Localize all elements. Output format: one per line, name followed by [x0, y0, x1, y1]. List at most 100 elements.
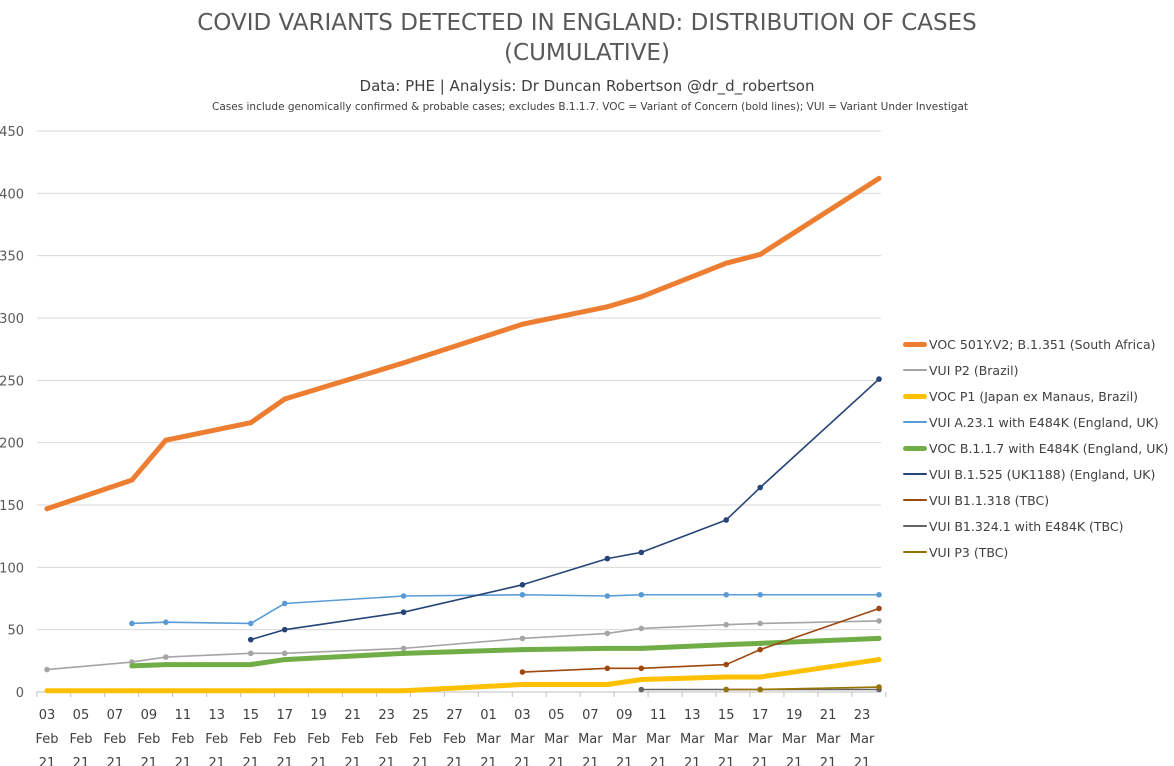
x-tick-label: Mar [782, 732, 807, 747]
x-tick-label: 21 [39, 756, 56, 766]
x-tick-label: 21 [854, 756, 871, 766]
x-tick-label: Feb [69, 732, 92, 747]
legend-label: VUI P3 (TBC) [929, 544, 1009, 560]
data-point [604, 304, 610, 310]
x-tick-label: 23 [378, 708, 395, 723]
y-tick-label: 0 [16, 686, 24, 701]
data-point [248, 662, 254, 668]
x-tick-label: 21 [209, 756, 226, 766]
legend-label: VUI A.23.1 with E484K (England, UK) [929, 414, 1159, 430]
x-tick-label: 21 [276, 756, 293, 766]
data-point [757, 251, 763, 257]
chart-subtitle: Data: PHE | Analysis: Dr Duncan Robertso… [359, 77, 815, 95]
x-tick-label: Feb [375, 732, 398, 747]
data-point [400, 609, 407, 616]
x-tick-label: 19 [786, 708, 803, 723]
x-tick-label: 15 [242, 708, 259, 723]
x-tick-label: Mar [476, 732, 501, 747]
x-tick-label: 21 [786, 756, 803, 766]
data-point [638, 645, 644, 651]
data-point [400, 593, 407, 599]
series-line [46, 620, 880, 671]
series-line [521, 607, 880, 673]
x-tick-label: 13 [209, 708, 226, 723]
x-tick-label: 05 [548, 708, 565, 723]
legend-label: VUI B1.1.318 (TBC) [929, 492, 1050, 508]
data-point [638, 677, 644, 683]
data-point [247, 620, 254, 627]
x-tick-label: Feb [35, 732, 58, 747]
x-tick-label: Mar [544, 732, 569, 747]
data-point [638, 591, 645, 598]
data-point [723, 621, 729, 628]
data-point [519, 647, 525, 653]
x-tick-label: 21 [684, 756, 701, 766]
x-tick-label: Feb [307, 732, 330, 747]
legend-swatch [903, 421, 927, 423]
data-point [604, 665, 611, 672]
legend-entry: VUI B1.324.1 with E484K (TBC) [903, 513, 1168, 539]
y-tick-label: 50 [7, 624, 24, 639]
x-tick-label: 09 [141, 708, 158, 723]
x-tick-label: 21 [107, 756, 124, 766]
data-point [604, 645, 610, 651]
x-tick-label: Feb [239, 732, 262, 747]
x-tick-label: 11 [650, 708, 667, 723]
data-point [282, 396, 288, 402]
y-tick-label: 200 [0, 437, 24, 452]
data-point [723, 686, 729, 693]
data-point [876, 635, 882, 641]
data-point [723, 517, 729, 523]
x-tick-label: 01 [480, 708, 497, 723]
data-point [757, 674, 763, 680]
data-point [604, 593, 611, 599]
x-tick-label: 07 [107, 708, 124, 723]
data-point [519, 682, 525, 688]
x-tick-label: 13 [684, 708, 701, 723]
data-point [604, 555, 611, 562]
x-tick-label: 09 [616, 708, 633, 723]
x-tick-label: Mar [680, 732, 705, 747]
x-tick-label: 21 [582, 756, 599, 766]
legend-swatch [903, 341, 927, 347]
data-point [163, 654, 169, 660]
x-tick-label: 05 [73, 708, 90, 723]
data-point [129, 477, 135, 483]
data-point [876, 684, 882, 690]
x-tick-label: 21 [446, 756, 463, 766]
chart-title-line1: COVID VARIANTS DETECTED IN ENGLAND: DIST… [197, 10, 977, 36]
data-point [282, 688, 288, 694]
legend-entry: VOC B.1.1.7 with E484K (England, UK) [903, 435, 1168, 461]
x-tick-label: 17 [752, 708, 769, 723]
x-tick-label: 07 [582, 708, 599, 723]
data-point [247, 650, 254, 657]
x-tick-label: 21 [718, 756, 735, 766]
x-tick-label: Feb [443, 732, 466, 747]
data-point [638, 686, 645, 693]
x-tick-label: 25 [412, 708, 429, 723]
data-point [163, 688, 169, 694]
x-tick-label: 23 [854, 708, 871, 723]
data-point [723, 260, 729, 266]
data-point [876, 618, 882, 624]
data-point [757, 686, 763, 693]
data-point [876, 376, 882, 382]
data-point [757, 640, 763, 646]
x-tick-label: 21 [616, 756, 633, 766]
legend-entry: VUI A.23.1 with E484K (England, UK) [903, 409, 1168, 435]
data-point [519, 669, 526, 675]
chart-legend: VOC 501Y.V2; B.1.351 (South Africa) VUI P… [903, 331, 1168, 565]
x-tick-label: Mar [850, 732, 875, 747]
data-point [638, 665, 645, 672]
data-point [723, 674, 729, 680]
data-point [757, 484, 763, 491]
x-tick-label: 21 [650, 756, 667, 766]
legend-label: VOC P1 (Japan ex Manaus, Brazil) [929, 388, 1139, 404]
x-tick-label: Feb [409, 732, 432, 747]
data-point [876, 605, 882, 612]
x-tick-label: 21 [175, 756, 192, 766]
y-tick-label: 300 [0, 312, 24, 327]
data-point [604, 682, 610, 688]
x-tick-label: 21 [480, 756, 497, 766]
data-point [723, 642, 729, 648]
